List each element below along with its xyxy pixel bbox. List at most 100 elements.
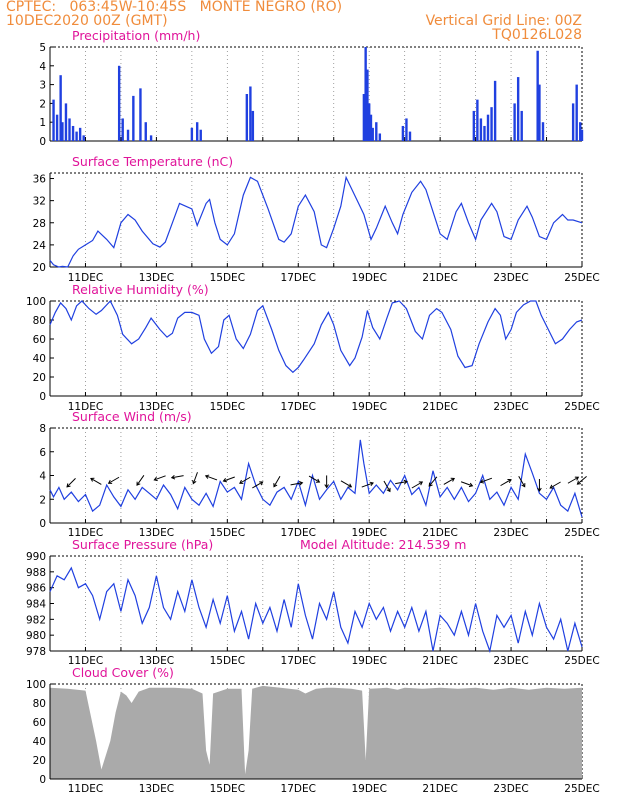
wind-arrow: [428, 476, 438, 487]
wind-arrow-head: [403, 479, 408, 485]
wind-arrow-shaft: [66, 478, 76, 488]
y-tick-label: 80: [33, 315, 46, 327]
precip-bar: [251, 110, 255, 141]
y-tick-label: 0: [39, 774, 46, 786]
x-tick-label: 15DEC: [210, 401, 245, 413]
y-tick-label: 978: [26, 646, 46, 658]
y-tick-label: 40: [33, 353, 46, 365]
panel-title: Relative Humidity (%): [72, 282, 209, 297]
x-tick-label: 11DEC: [68, 272, 103, 284]
wind-arrow-head: [574, 476, 580, 481]
series-line: [49, 439, 583, 518]
y-tick-label: 32: [33, 196, 46, 208]
wind-arrow-shaft: [136, 475, 145, 486]
x-tick-label: 13DEC: [139, 783, 174, 795]
wind-arrow-head: [273, 483, 278, 488]
x-tick-label: 25DEC: [564, 401, 599, 413]
precip-bar: [580, 129, 584, 141]
y-tick-label: 990: [26, 551, 46, 563]
wind-arrow: [500, 478, 512, 487]
wind-arrow-head: [153, 476, 158, 482]
wind-arrow: [567, 476, 580, 484]
wind-arrow: [153, 475, 166, 482]
header-station: CPTEC: 063:45W-10:45S MONTE NEGRO (RO): [6, 0, 343, 15]
precip-bar: [486, 114, 490, 141]
y-tick-label: 24: [33, 240, 47, 252]
precip-bar: [405, 118, 408, 141]
x-tick-label: 25DEC: [564, 783, 599, 795]
x-tick-label: 21DEC: [422, 527, 457, 539]
wind-arrow: [136, 475, 145, 486]
precip-bar: [476, 99, 479, 141]
header-grid-note: Vertical Grid Line: 00Z: [425, 13, 582, 29]
x-tick-label: 11DEC: [68, 527, 103, 539]
wind-arrow-shaft: [395, 481, 408, 485]
precip-bar: [68, 118, 71, 141]
panel-title: Surface Wind (m/s): [72, 409, 192, 424]
x-tick-label: 21DEC: [422, 655, 457, 667]
precip-bar: [75, 131, 78, 141]
y-tick-label: 20: [33, 755, 46, 767]
wind-arrow-head: [468, 482, 474, 488]
wind-arrow-shaft: [411, 481, 423, 489]
panel-1: Precipitation (mm/h) 0 1 2 3 4 5: [39, 28, 584, 148]
y-tick-label: 60: [33, 334, 46, 346]
x-tick-label: 25DEC: [564, 272, 599, 284]
y-tick-label: 40: [33, 736, 46, 748]
precip-bar: [490, 107, 493, 141]
y-tick-label: 100: [26, 679, 46, 691]
x-tick-label: 19DEC: [351, 272, 386, 284]
wind-arrow-head: [537, 487, 542, 492]
x-tick-label: 17DEC: [281, 527, 316, 539]
series-line: [49, 299, 583, 374]
precip-bar: [369, 114, 373, 141]
precip-bar: [199, 129, 202, 141]
panel-2: Surface Temperature (nC) 11DEC 13DEC 15DEC 1…: [33, 154, 600, 284]
precip-bar: [195, 122, 199, 141]
y-tick-label: 4: [39, 61, 46, 73]
x-tick-label: 21DEC: [422, 783, 457, 795]
x-tick-label: 17DEC: [281, 783, 316, 795]
wind-arrow: [66, 478, 76, 488]
wind-arrow: [383, 480, 391, 493]
precip-bar: [368, 103, 371, 141]
y-tick-label: 20: [33, 262, 46, 274]
panel-title: Surface Pressure (hPa): [72, 537, 213, 552]
wind-arrow: [395, 479, 408, 485]
precip-bar: [132, 95, 135, 141]
wind-arrow-head: [576, 480, 581, 485]
wind-arrow: [443, 477, 456, 485]
cloud-area: [50, 685, 582, 779]
wind-arrow: [549, 481, 561, 489]
y-tick-label: 3: [39, 80, 46, 92]
y-tick-label: 36: [33, 174, 47, 186]
panel-title: Precipitation (mm/h): [72, 28, 200, 43]
precip-bar: [536, 50, 539, 142]
wind-arrow: [576, 476, 587, 485]
precip-bar: [64, 103, 68, 141]
wind-arrow-shaft: [428, 476, 438, 487]
panel-title: Surface Temperature (nC): [72, 154, 233, 169]
wind-arrow-shaft: [361, 482, 374, 488]
x-tick-label: 19DEC: [351, 401, 386, 413]
precip-bar: [371, 127, 374, 141]
wind-arrow-head: [479, 479, 485, 484]
wind-arrow-shaft: [192, 472, 198, 484]
precip-bar: [408, 131, 412, 141]
precip-bar: [121, 118, 124, 141]
panel-title: Cloud Cover (%): [72, 665, 174, 680]
panel-annotation: Model Altitude: 214.539 m: [300, 537, 466, 552]
precip-bar: [82, 135, 85, 141]
precip-bar: [575, 84, 578, 141]
precip-bar: [375, 122, 378, 141]
precip-bar: [78, 127, 82, 141]
wind-arrow: [290, 480, 304, 486]
x-tick-label: 15DEC: [210, 783, 245, 795]
precip-bar: [71, 125, 75, 141]
wind-arrow: [107, 476, 120, 484]
x-tick-label: 11DEC: [68, 783, 103, 795]
y-tick-label: 0: [39, 391, 46, 403]
y-tick-label: 2: [39, 494, 46, 506]
wind-arrow-head: [369, 481, 374, 487]
x-tick-label: 19DEC: [351, 783, 386, 795]
